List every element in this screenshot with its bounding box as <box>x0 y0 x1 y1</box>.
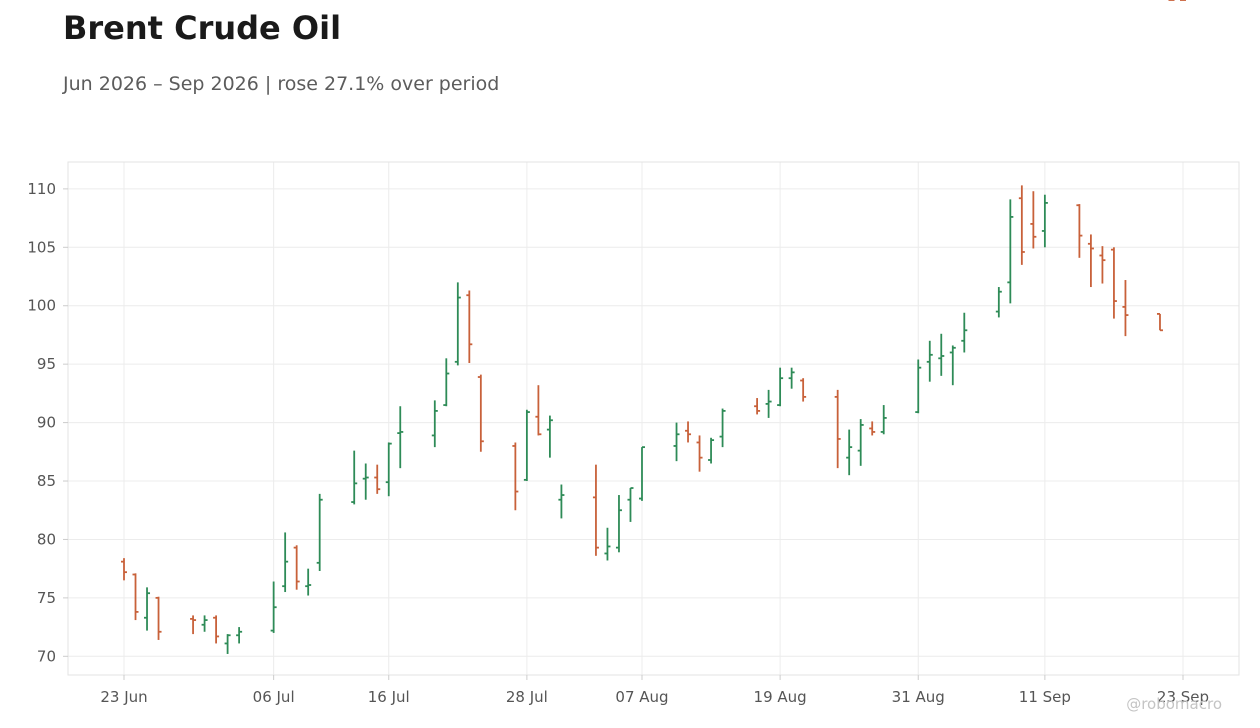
ohlc-bar <box>374 464 381 494</box>
y-tick-label: 95 <box>37 355 56 373</box>
ohlc-bar <box>535 385 542 436</box>
ohlc-bar <box>777 367 784 407</box>
ohlc-bar <box>282 532 289 593</box>
ohlc-bar <box>121 558 127 581</box>
ohlc-bar <box>523 409 530 482</box>
grid-layer <box>68 162 1239 675</box>
ohlc-bar <box>604 527 611 561</box>
ohlc-bar <box>1007 199 1014 304</box>
ohlc-bar <box>224 634 231 654</box>
ohlc-bar <box>673 422 680 462</box>
ohlc-bar <box>1041 194 1048 248</box>
ohlc-bar <box>926 340 933 382</box>
ohlc-bar <box>1076 204 1083 258</box>
y-tick-label: 80 <box>37 530 56 548</box>
ohlc-bar <box>1156 313 1163 332</box>
x-tick-label: 16 Jul <box>368 688 410 706</box>
ohlc-bar <box>236 627 243 644</box>
ohlc-bar <box>305 568 312 596</box>
ohlc-bar <box>201 615 208 632</box>
ohlc-bar <box>132 573 139 621</box>
ohlc-bar <box>846 429 853 476</box>
ohlc-bar <box>1030 191 1037 249</box>
ohlc-bar <box>938 333 945 376</box>
ohlc-bar <box>454 282 461 366</box>
ohlc-bar <box>696 435 703 472</box>
ohlc-bar <box>638 446 645 501</box>
y-tick-label: 70 <box>37 647 56 665</box>
y-tick-label: 100 <box>27 297 56 315</box>
ohlc-bar <box>362 463 369 500</box>
ohlc-bar <box>615 495 622 553</box>
ohlc-bar <box>995 287 1002 318</box>
ohlc-bar <box>293 545 300 590</box>
ohlc-bar <box>788 367 795 389</box>
y-tick-label: 90 <box>37 414 56 432</box>
ohlc-bar <box>1122 280 1129 337</box>
ohlc-bar <box>592 464 599 556</box>
ohlc-bar <box>765 389 772 418</box>
ohlc-bar <box>754 398 761 415</box>
ohlc-bar <box>800 378 807 402</box>
chart-subtitle: Jun 2026 – Sep 2026 | rose 27.1% over pe… <box>63 73 500 95</box>
ohlc-bar <box>397 406 404 469</box>
y-tick-label: 105 <box>27 238 56 256</box>
y-tick-label: 85 <box>37 472 56 490</box>
y-tick-label: 75 <box>37 589 56 607</box>
bars-layer <box>121 0 1186 654</box>
ohlc-bar <box>1110 247 1117 319</box>
ohlc-bar <box>466 290 473 363</box>
x-tick-label: 07 Aug <box>615 688 668 706</box>
ohlc-bar <box>385 442 392 497</box>
ohlc-bar <box>155 596 162 640</box>
y-tick-label: 110 <box>27 180 56 198</box>
ohlc-bar <box>708 437 715 464</box>
ohlc-bar <box>213 615 220 644</box>
ohlc-bar <box>685 421 692 443</box>
ohlc-bar <box>949 345 956 386</box>
ohlc-bar <box>880 405 887 435</box>
ohlc-bar <box>477 374 484 452</box>
y-axis: 70 75 80 85 90 95 100 105 110 <box>27 180 68 665</box>
x-tick-label: 28 Jul <box>506 688 548 706</box>
plot-frame <box>67 161 1240 676</box>
ohlc-bar <box>546 415 553 458</box>
ohlc-bar <box>719 408 726 448</box>
ohlc-bar <box>190 615 197 635</box>
x-tick-label: 19 Aug <box>754 688 807 706</box>
x-tick-label: 23 Jun <box>100 688 147 706</box>
ohlc-bar <box>144 587 151 631</box>
x-tick-label: 23 Sep <box>1157 688 1209 706</box>
ohlc-bar <box>1018 185 1025 265</box>
ohlc-bar <box>443 358 450 407</box>
x-tick-label: 11 Sep <box>1019 688 1071 706</box>
chart-title: Brent Crude Oil <box>63 9 342 47</box>
ohlc-bar <box>834 389 841 469</box>
x-tick-label: 06 Jul <box>253 688 295 706</box>
ohlc-bar <box>1087 234 1094 288</box>
ohlc-bar <box>961 312 968 353</box>
ohlc-bar <box>1099 246 1106 284</box>
ohlc-bar <box>558 484 565 519</box>
ohlc-bar <box>869 421 876 436</box>
ohlc-bar <box>316 493 323 571</box>
x-axis: 23 Jun 06 Jul 16 Jul 28 Jul 07 Aug 19 Aug 31 A… <box>100 675 1209 706</box>
x-tick-label: 31 Aug <box>892 688 945 706</box>
ohlc-bar <box>915 359 922 414</box>
ohlc-bar <box>627 487 634 522</box>
ohlc-bar <box>270 581 277 633</box>
ohlc-bar <box>857 419 864 466</box>
watermark: @robomacro <box>1126 695 1222 713</box>
ohlc-bar <box>512 442 519 511</box>
ohlc-bar <box>431 400 438 448</box>
ohlc-bar <box>351 450 358 505</box>
